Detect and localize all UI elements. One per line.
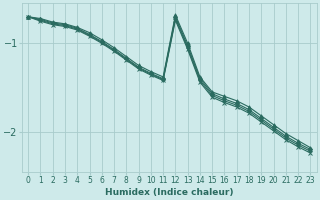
X-axis label: Humidex (Indice chaleur): Humidex (Indice chaleur) [105, 188, 234, 197]
